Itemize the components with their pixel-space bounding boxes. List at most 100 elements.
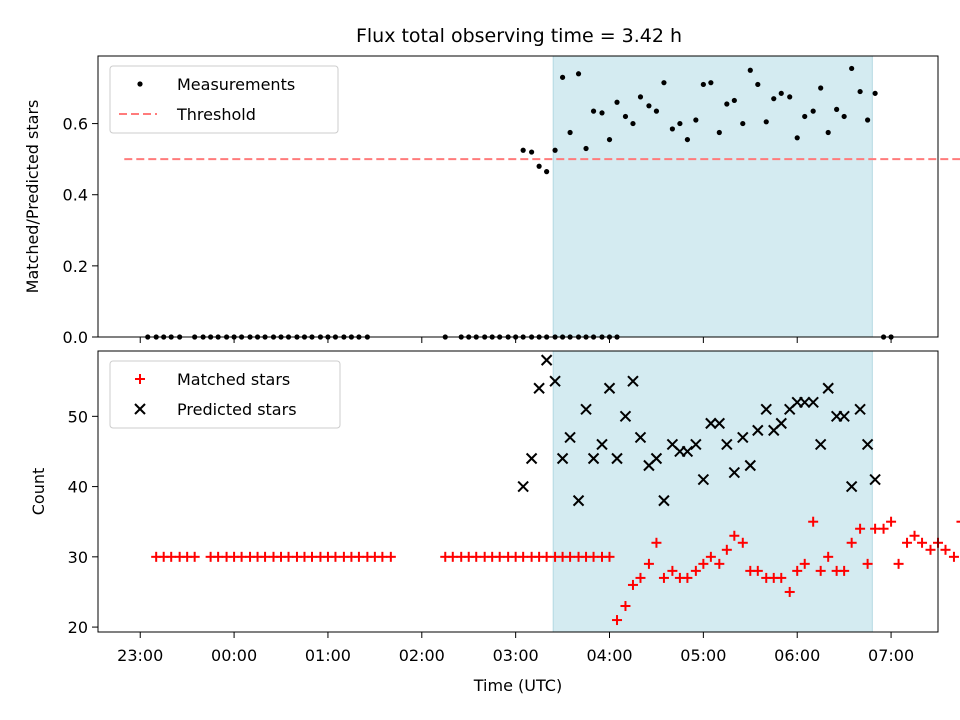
- matched-stars-points: [151, 516, 960, 626]
- ratio-y-tick-label: 0.4: [63, 186, 88, 205]
- measurement-point: [637, 94, 644, 100]
- measurement-point: [740, 120, 746, 127]
- chart-title: Flux total observing time = 3.42 h: [356, 25, 682, 47]
- matched-star-point: [948, 551, 959, 562]
- matched-star-point: [588, 551, 599, 562]
- ratio-legend-box: [109, 65, 339, 134]
- measurement-point: [646, 103, 652, 109]
- predicted-star-point: [728, 466, 741, 479]
- predicted-star-point: [861, 438, 874, 451]
- ratio-plot-frame: [97, 55, 939, 338]
- matched-star-point: [792, 565, 803, 576]
- matched-star-point: [855, 523, 866, 534]
- matched-star-point: [541, 551, 552, 562]
- predicted-star-point: [658, 494, 670, 507]
- predicted-star-point: [854, 403, 866, 416]
- ratio-legend-label: Threshold: [176, 105, 256, 124]
- measurement-point: [841, 113, 847, 120]
- measurement-point: [700, 81, 706, 88]
- predicted-star-point: [650, 452, 663, 465]
- matched-star-point: [940, 544, 951, 555]
- matched-star-point: [385, 551, 396, 562]
- matched-star-point: [823, 551, 834, 562]
- measurement-point: [614, 99, 620, 105]
- predicted-star-point: [845, 480, 858, 493]
- ratio-legend-label: Measurements: [177, 75, 295, 94]
- predicted-star-point: [587, 452, 600, 465]
- legend-measurement-marker: [137, 81, 143, 87]
- matched-star-point: [518, 551, 529, 562]
- matched-star-point: [643, 558, 654, 569]
- measurement-point: [872, 90, 878, 96]
- matched-star-point: [166, 551, 177, 562]
- measurement-point: [802, 113, 808, 120]
- ratio-y-tick-label: 0.2: [63, 257, 88, 276]
- measurement-point: [599, 110, 605, 116]
- measurement-point: [606, 136, 613, 143]
- count-panel: 20 30 40 50 23:00 00:00 01:00 02:00 03:00 04:00 0…: [29, 350, 960, 695]
- count-y-axis-label: Count: [29, 468, 48, 516]
- measurement-point: [825, 129, 831, 136]
- count-x-tick-label: 23:00: [117, 646, 163, 665]
- count-y-tick-label: 40: [68, 478, 88, 497]
- measurement-point: [755, 81, 761, 88]
- count-y-ticks: 20 30 40 50: [68, 407, 98, 637]
- matched-star-point: [330, 551, 341, 562]
- matched-star-point: [667, 565, 678, 576]
- predicted-star-point: [564, 431, 576, 444]
- count-x-axis-label: Time (UTC): [473, 676, 562, 695]
- count-x-ticks: 23:00 00:00 01:00 02:00 03:00 04:00 05:00 06:00…: [117, 632, 914, 665]
- matched-star-point: [878, 523, 889, 534]
- matched-star-point: [721, 544, 732, 555]
- matched-star-point: [705, 551, 716, 562]
- matched-star-point: [776, 572, 787, 583]
- predicted-star-point: [744, 459, 756, 472]
- measurement-point: [849, 65, 855, 72]
- measurement-point: [818, 85, 824, 91]
- predicted-star-point: [752, 424, 764, 437]
- measurement-point: [857, 88, 863, 95]
- predicted-star-point: [619, 410, 632, 423]
- predicted-star-point: [760, 403, 772, 416]
- matched-star-point: [870, 523, 881, 534]
- matched-star-point: [808, 516, 819, 527]
- measurement-point: [575, 71, 582, 77]
- measurement-point: [778, 90, 784, 96]
- matched-star-point: [620, 601, 631, 612]
- predicted-star-point: [634, 431, 647, 444]
- matched-star-point: [729, 530, 740, 541]
- measurement-point: [669, 126, 675, 132]
- measurement-point: [529, 149, 535, 155]
- measurement-point: [747, 67, 753, 73]
- matched-star-point: [925, 544, 936, 555]
- matched-star-point: [565, 551, 576, 562]
- matched-star-point: [690, 565, 701, 576]
- count-x-tick-label: 02:00: [399, 646, 445, 665]
- matched-star-point: [917, 537, 928, 548]
- legend-matched-marker: [135, 374, 145, 384]
- count-legend-label: Predicted stars: [177, 400, 297, 419]
- predicted-star-point: [799, 396, 811, 408]
- matched-star-point: [752, 565, 763, 576]
- matched-star-point: [213, 551, 224, 562]
- matched-star-point: [698, 558, 709, 569]
- matched-star-point: [189, 551, 200, 562]
- matched-star-point: [471, 551, 482, 562]
- measurement-point: [771, 96, 777, 102]
- measurement-point: [763, 119, 769, 125]
- matched-star-point: [635, 572, 646, 583]
- measurement-point: [630, 120, 636, 127]
- measurement-point: [794, 135, 800, 141]
- count-y-tick-label: 30: [68, 548, 88, 567]
- count-legend-label: Matched stars: [177, 370, 290, 389]
- predicted-star-point: [775, 417, 787, 430]
- matched-star-point: [737, 537, 748, 548]
- predicted-star-point: [580, 403, 592, 416]
- predicted-star-point: [549, 375, 561, 387]
- matched-star-point: [909, 530, 920, 541]
- predicted-star-point: [627, 375, 639, 387]
- predicted-star-point: [540, 354, 553, 366]
- ratio-legend: Measurements Threshold: [109, 65, 339, 134]
- matched-star-point: [714, 558, 725, 569]
